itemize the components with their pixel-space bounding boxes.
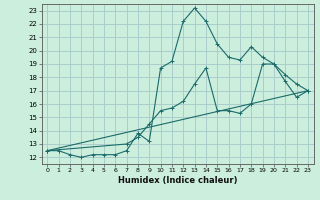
X-axis label: Humidex (Indice chaleur): Humidex (Indice chaleur)	[118, 176, 237, 185]
